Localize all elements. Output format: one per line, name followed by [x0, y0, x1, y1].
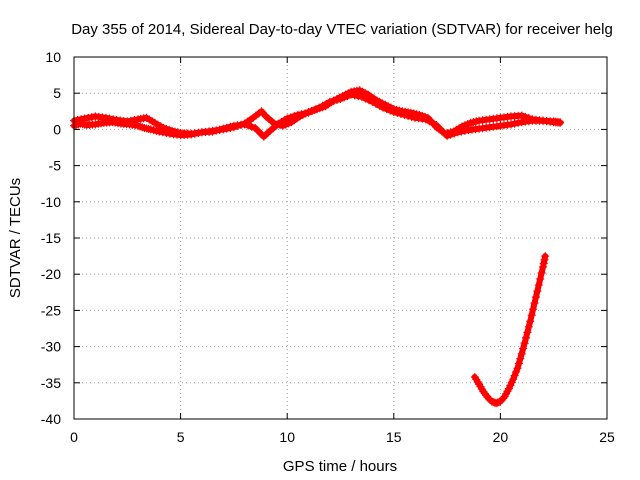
- chart-title: Day 355 of 2014, Sidereal Day-to-day VTE…: [71, 21, 613, 38]
- y-tick-label: -30: [41, 339, 61, 355]
- data-point: [507, 120, 516, 129]
- y-tick-label: -20: [41, 266, 61, 282]
- data-point: [123, 117, 132, 126]
- y-tick-label: -5: [49, 158, 62, 174]
- data-point: [101, 113, 110, 122]
- data-point: [219, 125, 228, 134]
- y-tick-label: 5: [53, 85, 61, 101]
- data-point: [80, 114, 89, 123]
- data-point: [539, 262, 548, 271]
- data-point: [534, 281, 543, 290]
- data-point: [527, 311, 536, 320]
- data-point: [523, 328, 532, 337]
- data-point: [517, 349, 526, 358]
- data-point: [87, 113, 96, 122]
- data-point: [247, 122, 256, 131]
- data-point: [521, 112, 530, 121]
- data-point: [260, 110, 269, 119]
- data-point: [509, 375, 518, 384]
- data-point: [531, 293, 540, 302]
- y-tick-label: -25: [41, 302, 61, 318]
- y-tick-label: 0: [53, 121, 61, 137]
- data-point: [73, 115, 82, 124]
- y-tick-label: -40: [41, 411, 61, 427]
- series-arc-c: [470, 252, 550, 408]
- x-tick-label: 15: [386, 429, 402, 445]
- data-point: [229, 123, 238, 132]
- ticks: 0 5 10 15 20 25 10 5 0 -5 -10 -15 -20 -25 -30 -35 -40: [41, 49, 615, 445]
- data-point: [529, 305, 538, 314]
- x-tick-label: 25: [599, 429, 615, 445]
- x-tick-label: 0: [70, 429, 78, 445]
- data-point: [517, 111, 526, 120]
- data-point: [524, 114, 533, 123]
- series-line: [471, 253, 549, 407]
- data-point: [526, 317, 535, 326]
- data-point: [126, 116, 135, 125]
- y-tick-label: -15: [41, 230, 61, 246]
- data-point: [233, 122, 242, 131]
- data-point: [533, 287, 542, 296]
- data-point: [513, 364, 522, 373]
- data-point: [524, 322, 533, 331]
- data-point: [109, 115, 118, 124]
- data-point: [237, 120, 246, 129]
- x-tick-label: 5: [177, 429, 185, 445]
- y-tick-label: -35: [41, 375, 61, 391]
- data-point: [520, 339, 529, 348]
- data-point: [222, 124, 231, 133]
- data-point: [84, 113, 93, 122]
- data-point: [105, 114, 114, 123]
- data-point: [514, 118, 523, 127]
- data-point: [512, 367, 521, 376]
- y-tick-label: -10: [41, 194, 61, 210]
- data-layer: [70, 86, 565, 408]
- data-point: [226, 123, 235, 132]
- data-point: [510, 371, 519, 380]
- data-point: [537, 268, 546, 277]
- data-point: [499, 394, 508, 403]
- y-axis-label: SDTVAR / TECUs: [7, 178, 24, 298]
- data-point: [519, 344, 528, 353]
- y-tick-label: 10: [45, 49, 61, 65]
- data-point: [556, 118, 565, 127]
- data-point: [541, 252, 550, 261]
- x-tick-label: 10: [279, 429, 295, 445]
- data-point: [539, 259, 548, 268]
- data-point: [521, 333, 530, 342]
- data-point: [540, 255, 549, 264]
- data-point: [77, 115, 86, 124]
- data-point: [130, 115, 139, 124]
- x-tick-label: 20: [493, 429, 509, 445]
- data-point: [536, 275, 545, 284]
- data-point: [514, 359, 523, 368]
- data-point: [516, 354, 525, 363]
- data-point: [530, 299, 539, 308]
- data-point: [510, 119, 519, 128]
- series-arc-b: [70, 86, 565, 138]
- x-axis-label: GPS time / hours: [283, 458, 397, 475]
